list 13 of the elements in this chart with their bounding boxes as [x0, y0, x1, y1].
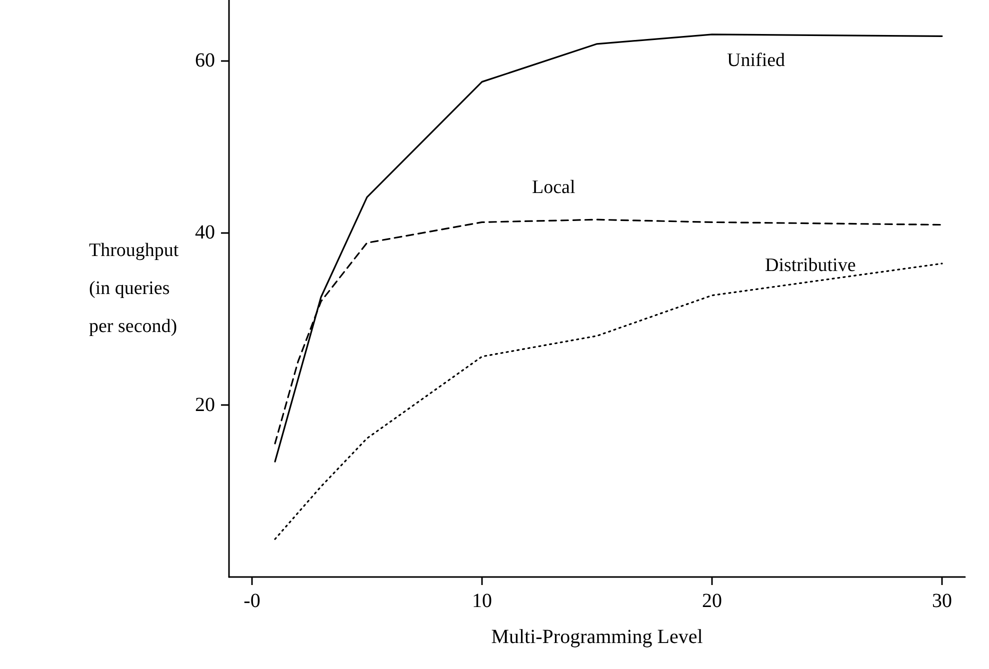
- x-axis-title: Multi-Programming Level: [491, 626, 704, 648]
- line-series: [274, 34, 943, 462]
- series-label: Local: [532, 177, 576, 198]
- x-tick-label: 30: [932, 590, 952, 612]
- y-axis-title: Throughput (in queries per second): [89, 240, 180, 337]
- y-tick-label: 60: [195, 49, 215, 72]
- y-tick-label: 40: [195, 222, 215, 244]
- series-label: Unified: [727, 50, 786, 71]
- y-tick-label: 20: [195, 394, 215, 416]
- x-tick-label: 10: [472, 590, 492, 612]
- x-tick-label: -0: [244, 590, 260, 612]
- series-label: Distributive: [765, 254, 856, 276]
- x-tick-label: 20: [702, 590, 722, 612]
